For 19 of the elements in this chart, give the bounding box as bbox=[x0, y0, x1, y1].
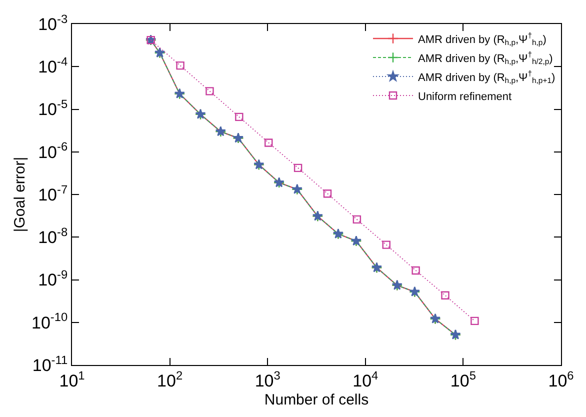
y-axis-title: |Goal error| bbox=[12, 156, 29, 232]
x-tick-label: 10$^{2}$ bbox=[157, 368, 183, 390]
y-tick-label: 10$^{-10}$ bbox=[31, 310, 68, 332]
legend-label: Uniform refinement bbox=[418, 90, 512, 103]
x-tick-label: 10$^{5}$ bbox=[450, 368, 476, 390]
y-tick-label: 10$^{-4}$ bbox=[38, 54, 68, 77]
y-tick-label: 10$^{-8}$ bbox=[38, 224, 68, 248]
y-tick-label: 10$^{-6}$ bbox=[38, 140, 68, 162]
y-tick-label: 10$^{-9}$ bbox=[38, 268, 68, 290]
x-tick-label: 10$^{4}$ bbox=[352, 368, 379, 390]
x-tick-label: 10$^{3}$ bbox=[254, 368, 281, 390]
legend-label: AMR driven by (R$_{h,p}$,Ψ$^{†}$$_{h/2,p}$) bbox=[418, 50, 553, 66]
legend-label: AMR driven by (R$_{h,p}$,Ψ$^{†}$$_{h,p}$) bbox=[418, 31, 546, 48]
x-axis-title: Number of cells bbox=[264, 391, 369, 408]
y-tick-label: 10$^{-7}$ bbox=[38, 182, 68, 204]
y-tick-label: 10$^{-5}$ bbox=[38, 97, 68, 120]
x-tick-label: 10$^{6}$ bbox=[548, 368, 574, 390]
y-tick-label: 10$^{-3}$ bbox=[38, 12, 68, 34]
legend-label: AMR driven by (R$_{h,p}$,Ψ$^{†}$$_{h,p+1}$) bbox=[418, 69, 556, 86]
